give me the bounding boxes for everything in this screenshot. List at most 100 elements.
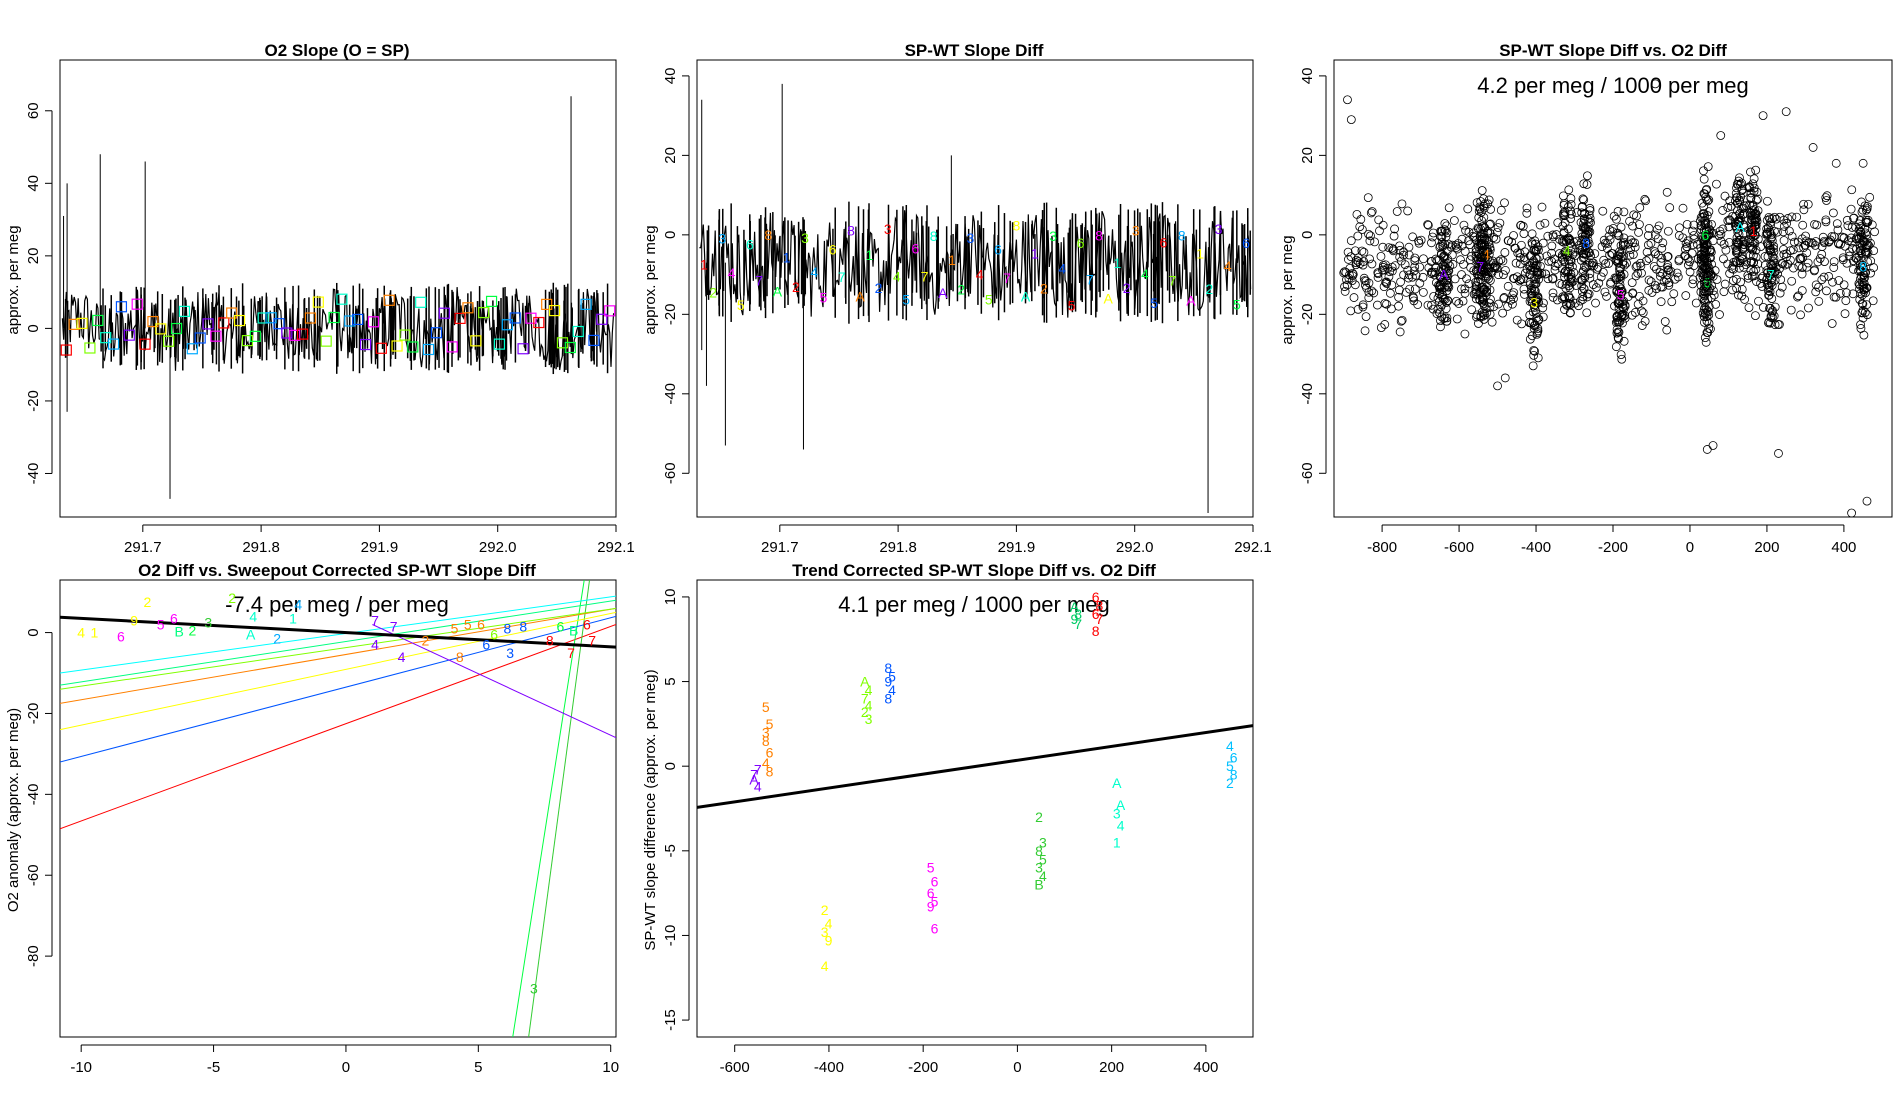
scatter-point [1770, 275, 1780, 285]
marker-label: 3 [967, 230, 975, 246]
scatter-point [1669, 289, 1679, 299]
scatter-point [1681, 291, 1691, 300]
scatter-point [1778, 227, 1788, 237]
scatter-point [1858, 280, 1868, 290]
scatter-point [1477, 216, 1487, 225]
y-tick-label: -10 [662, 925, 679, 947]
scatter-point [1704, 324, 1714, 333]
point-label: 5 [766, 716, 774, 732]
scatter-point [1626, 245, 1636, 254]
square-marker [218, 317, 230, 329]
square-marker [163, 335, 175, 347]
scatter-point [1365, 236, 1375, 246]
scatter-point [1548, 230, 1558, 240]
y-tick-label: -80 [25, 945, 42, 967]
scatter-point [1765, 303, 1774, 313]
scatter-point [1652, 224, 1662, 234]
scatter-point [1731, 188, 1741, 198]
point-label: 3 [530, 980, 538, 996]
scatter-point [1746, 257, 1756, 266]
square-marker [68, 318, 80, 330]
point-label: 4 [77, 625, 85, 641]
square-marker [241, 335, 254, 347]
scatter-point [1378, 242, 1388, 252]
scatter-point [1799, 199, 1808, 209]
scatter-point [1475, 294, 1484, 304]
scatter-point [1683, 254, 1693, 263]
scatter-point [1516, 221, 1525, 230]
scatter-point [1814, 282, 1823, 292]
scatter-point [1601, 259, 1611, 268]
x-tick-label: -10 [70, 1059, 92, 1076]
scatter-point [1364, 287, 1374, 297]
scatter-point [1510, 243, 1520, 253]
scatter-point [1479, 212, 1489, 222]
scatter-point [1566, 299, 1576, 309]
square-marker [367, 316, 380, 328]
point-label: 1 [91, 625, 99, 641]
scatter-point [1715, 226, 1725, 236]
point-label: 8 [504, 621, 512, 637]
point-label: 6 [1092, 606, 1100, 622]
scatter-point [1359, 247, 1369, 257]
scatter-point [1829, 263, 1839, 272]
scatter-point [1527, 331, 1537, 341]
scatter-point [1736, 235, 1746, 245]
scatter-point [1857, 290, 1867, 300]
scatter-point [1580, 224, 1590, 233]
scatter-point [1779, 215, 1789, 225]
scatter-point [1489, 263, 1499, 272]
scatter-point [1475, 252, 1485, 262]
y-tick-label: 60 [25, 102, 42, 119]
scatter-point [1737, 291, 1747, 301]
scatter-point [1614, 231, 1624, 241]
scatter-point [1462, 274, 1471, 284]
scatter-point [1479, 301, 1489, 311]
scatter-point [1745, 250, 1755, 260]
scatter-point [1585, 203, 1595, 213]
marker-label: 8 [1178, 228, 1186, 244]
scatter-point [1613, 298, 1623, 308]
scatter-point [1593, 262, 1603, 272]
scatter-point [1464, 227, 1474, 237]
scatter-point [1665, 203, 1675, 212]
scatter-point [1763, 239, 1773, 249]
square-marker [186, 343, 198, 355]
scatter-point [1364, 229, 1373, 239]
scatter-point [1479, 201, 1489, 211]
scatter-point [1833, 238, 1843, 248]
scatter-point [1486, 204, 1496, 214]
point-label: 4 [1226, 738, 1234, 754]
marker-label: 5 [1150, 295, 1158, 311]
scatter-point [1696, 220, 1706, 230]
panel-slope-diff-vs-o2-diff: SP-WT Slope Diff vs. O2 Diff 4.2 per meg… [1279, 41, 1893, 556]
scatter-point [1861, 268, 1871, 277]
scatter-point [1789, 263, 1798, 273]
series-line-3 [528, 580, 591, 1037]
scatter-point [1500, 198, 1509, 208]
scatter-point [1732, 284, 1741, 293]
scatter-point [1808, 238, 1818, 248]
scatter-point [1841, 296, 1851, 306]
marker-label: 4 [1224, 258, 1232, 274]
scatter-point [1612, 275, 1621, 285]
square-marker [446, 341, 458, 353]
scatter-point [1699, 305, 1709, 315]
outlier-point [1808, 143, 1818, 152]
scatter-point [1787, 276, 1797, 286]
series-line [699, 210, 1252, 318]
scatter-point [1543, 274, 1553, 284]
scatter-point [1718, 224, 1728, 234]
marker-label: 7 [1003, 270, 1011, 286]
scatter-point [1757, 273, 1767, 283]
scatter-point [1822, 286, 1831, 296]
square-marker [596, 313, 608, 325]
scatter-point [1628, 250, 1638, 259]
scatter-point [1533, 326, 1543, 336]
scatter-point [1533, 353, 1543, 363]
scatter-point [1584, 239, 1594, 249]
point-label: 3 [506, 645, 514, 661]
scatter-point [1637, 306, 1646, 316]
scatter-point [1459, 220, 1469, 230]
point-label: 4 [754, 778, 762, 794]
